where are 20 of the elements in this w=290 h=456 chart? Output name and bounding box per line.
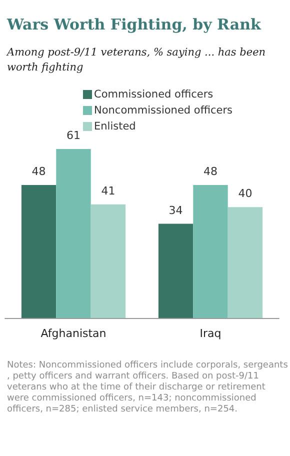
bar	[90, 204, 126, 318]
bar	[228, 207, 263, 318]
legend-label: Noncommissioned officers	[94, 104, 232, 116]
text: Notes: Noncommissioned officers include corporals, sergeants, petty officers and warrant officers. Based on post-9/11 veterans who at the time of their discharge or retirement were commissioned officers, n=143; noncommissioned officers, n=285; enlisted service members, n=254.	[7, 360, 288, 414]
legend-label: Commissioned officers	[94, 88, 214, 100]
data-label: 40	[238, 187, 252, 200]
x-tick-label: Afghanistan	[40, 327, 106, 340]
legend-label: Enlisted	[94, 120, 136, 132]
data-label: 61	[66, 128, 80, 142]
bar	[21, 184, 56, 318]
data-label: 48	[32, 164, 46, 178]
chart-subtitle: Among post-9/11 veterans, % saying ... has been worth fighting	[6, 46, 269, 74]
bar	[158, 224, 194, 318]
chart-title: Wars Worth Fighting, by Rank	[6, 16, 262, 34]
data-label: 34	[168, 204, 183, 217]
bar	[56, 148, 91, 318]
bar	[193, 184, 228, 318]
data-label: 48	[204, 164, 218, 178]
data-label: 41	[101, 184, 116, 198]
x-tick-label: Iraq	[200, 327, 222, 340]
